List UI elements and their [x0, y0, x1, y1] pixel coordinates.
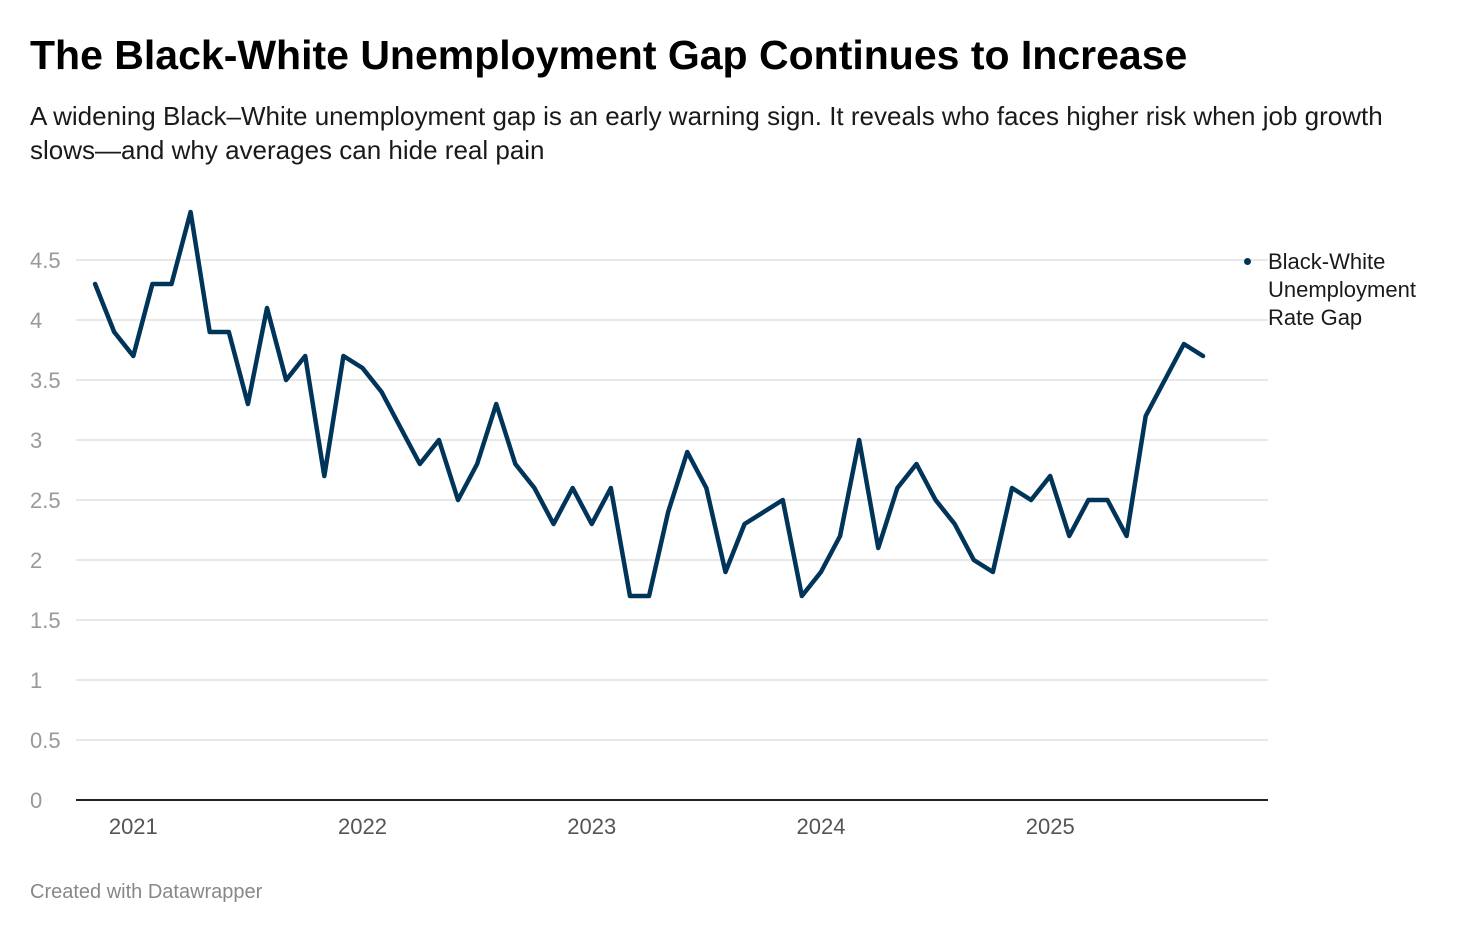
data-point [111, 329, 117, 335]
x-tick-label: 2021 [109, 814, 158, 839]
data-point [684, 449, 690, 455]
data-point [493, 401, 499, 407]
data-point [188, 209, 194, 215]
data-point [875, 545, 881, 551]
y-tick-label: 3 [30, 428, 42, 453]
y-tick-label: 2.5 [30, 488, 61, 513]
data-point [340, 353, 346, 359]
x-axis-ticks: 2021 2022 2023 2024 2025 [109, 814, 1075, 839]
data-point [1028, 497, 1034, 503]
data-point [799, 593, 805, 599]
data-point [551, 521, 557, 527]
data-point [92, 281, 98, 287]
y-axis-ticks: 0 0.5 1 1.5 2 2.5 3 3.5 4 4.5 [30, 248, 61, 813]
y-tick-label: 0 [30, 788, 42, 813]
x-tick-label: 2022 [338, 814, 387, 839]
data-point [913, 461, 919, 467]
data-point [971, 557, 977, 563]
data-point [1085, 497, 1091, 503]
data-point [933, 497, 939, 503]
data-point [264, 305, 270, 311]
data-point [226, 329, 232, 335]
data-point [1066, 533, 1072, 539]
data-point [455, 497, 461, 503]
legend-marker [1244, 258, 1251, 265]
data-point [761, 509, 767, 515]
data-point [742, 521, 748, 527]
data-point [302, 353, 308, 359]
footer-credit: Created with Datawrapper [30, 881, 263, 903]
chart-title: The Black-White Unemployment Gap Continu… [30, 32, 1188, 78]
data-point [398, 425, 404, 431]
data-point [894, 485, 900, 491]
x-tick-label: 2024 [797, 814, 846, 839]
x-tick-label: 2023 [567, 814, 616, 839]
y-tick-label: 0.5 [30, 728, 61, 753]
data-point [703, 485, 709, 491]
data-point [1162, 377, 1168, 383]
y-tick-label: 2 [30, 548, 42, 573]
data-point [856, 437, 862, 443]
data-point [627, 593, 633, 599]
data-point [722, 569, 728, 575]
data-point [1143, 413, 1149, 419]
data-point [245, 401, 251, 407]
data-point [149, 281, 155, 287]
series-layer [92, 209, 1206, 599]
data-point [379, 389, 385, 395]
data-point [436, 437, 442, 443]
data-point [608, 485, 614, 491]
data-point [169, 281, 175, 287]
data-point [207, 329, 213, 335]
data-point [360, 365, 366, 371]
data-point [417, 461, 423, 467]
data-point [474, 461, 480, 467]
data-point [780, 497, 786, 503]
data-point [321, 473, 327, 479]
y-tick-label: 3.5 [30, 368, 61, 393]
data-point [1124, 533, 1130, 539]
data-point [1047, 473, 1053, 479]
data-point [646, 593, 652, 599]
y-tick-label: 4.5 [30, 248, 61, 273]
data-point [665, 509, 671, 515]
y-tick-label: 1 [30, 668, 42, 693]
data-point [283, 377, 289, 383]
data-point [837, 533, 843, 539]
y-tick-label: 4 [30, 308, 42, 333]
data-point [130, 353, 136, 359]
data-point [570, 485, 576, 491]
data-point [818, 569, 824, 575]
series-line [92, 209, 1206, 599]
chart-subtitle: A widening Black–White unemployment gap … [30, 101, 1383, 165]
y-tick-label: 1.5 [30, 608, 61, 633]
data-point [1104, 497, 1110, 503]
data-point [1181, 341, 1187, 347]
data-point [1200, 353, 1206, 359]
data-point [531, 485, 537, 491]
x-tick-label: 2025 [1026, 814, 1075, 839]
legend-label: Black-White Unemployment Rate Gap [1268, 249, 1416, 330]
data-point [952, 521, 958, 527]
data-point [589, 521, 595, 527]
data-point [990, 569, 996, 575]
data-point [1009, 485, 1015, 491]
data-point [512, 461, 518, 467]
